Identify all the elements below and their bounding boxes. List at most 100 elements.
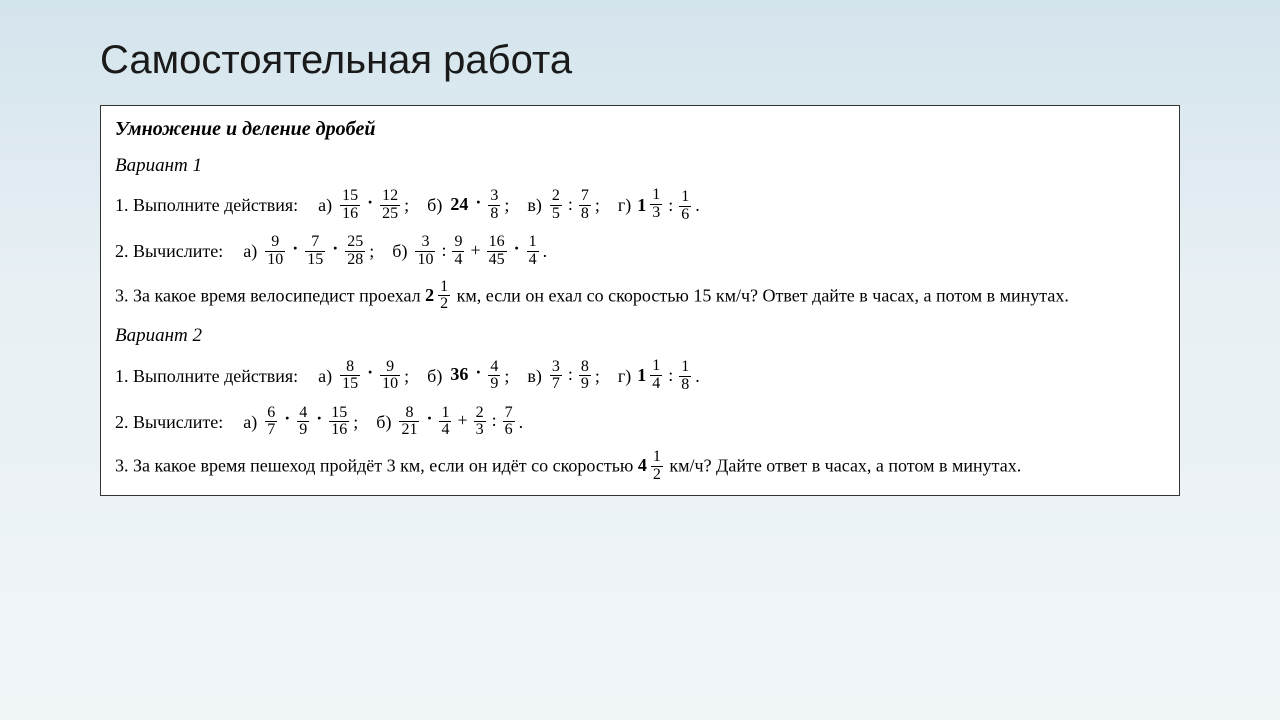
operator: : (668, 365, 673, 385)
fraction: 78 (579, 188, 591, 223)
mixed-number: 113 (637, 187, 664, 222)
terminator: ; (504, 193, 509, 217)
part-label: б) (427, 364, 442, 388)
expression: 815 · 910 (338, 359, 402, 394)
fraction: 49 (297, 405, 309, 440)
expression: 821·14+23:76 (397, 405, 516, 440)
part-label: в) (527, 364, 542, 388)
number: 36 (450, 364, 468, 384)
fraction: 76 (503, 405, 515, 440)
multiply-dot: · (292, 238, 298, 258)
fraction: 38 (488, 188, 500, 223)
fraction: 1516 (340, 188, 360, 223)
multiply-dot: · (426, 408, 432, 428)
variant-label: Вариант 2 (115, 323, 1165, 349)
terminator: ; (404, 364, 409, 388)
problem-lead: 1. Выполните действия: (115, 364, 298, 388)
fraction: 13 (650, 187, 662, 222)
expression: 67·49·1516 (263, 405, 351, 440)
multiply-dot: · (514, 238, 520, 258)
part-label: в) (527, 193, 542, 217)
problem-lead: 2. Вычислите: (115, 239, 223, 263)
expression: 37:89 (548, 359, 593, 394)
expression: 36 · 49 (448, 359, 502, 394)
fraction: 89 (579, 359, 591, 394)
fraction: 37 (550, 359, 562, 394)
multiply-dot: · (284, 408, 290, 428)
part-label: г) (618, 193, 631, 217)
part-label: а) (318, 364, 332, 388)
fraction: 12 (438, 279, 450, 314)
problem-lead: 1. Выполните действия: (115, 193, 298, 217)
operator: : (441, 240, 446, 260)
expression: 24 · 38 (448, 188, 502, 223)
operator: : (492, 410, 497, 430)
fraction: 715 (305, 234, 325, 269)
fraction: 1645 (487, 234, 507, 269)
multiply-dot: · (367, 362, 373, 382)
part-label: а) (243, 239, 257, 263)
operator: + (457, 410, 467, 430)
multiply-dot: · (475, 192, 481, 212)
operator: : (568, 364, 573, 384)
fraction: 815 (340, 359, 360, 394)
expression: 113:16 (637, 187, 693, 223)
fraction: 14 (527, 234, 539, 269)
fraction: 25 (550, 188, 562, 223)
operator: : (668, 195, 673, 215)
operator: + (470, 240, 480, 260)
terminator: . (695, 364, 700, 388)
fraction: 67 (265, 405, 277, 440)
expression: 114:18 (637, 358, 693, 394)
fraction: 94 (452, 234, 464, 269)
operator: : (568, 194, 573, 214)
variant-label: Вариант 1 (115, 153, 1165, 179)
expression: 910 · 715 · 2528 (263, 234, 367, 269)
multiply-dot: · (332, 238, 338, 258)
multiply-dot: · (475, 362, 481, 382)
mixed-number: 114 (637, 358, 664, 393)
mixed-number: 212 (425, 279, 452, 314)
terminator: ; (504, 364, 509, 388)
problem-lead: 2. Вычислите: (115, 410, 223, 434)
problem-2: 2. Вычислите: а) 910 · 715 · 2528; б) 310:94 +164… (115, 233, 1165, 271)
problem-1: 1. Выполните действия: а) 1516 · 1225; б) 24 · 3… (115, 187, 1165, 225)
fraction: 12 (651, 449, 663, 484)
fraction: 49 (488, 359, 500, 394)
part-label: б) (376, 410, 391, 434)
terminator: ; (369, 239, 374, 263)
terminator: . (695, 193, 700, 217)
terminator: ; (404, 193, 409, 217)
part-label: б) (427, 193, 442, 217)
expression: 310:94 +1645 · 14 (413, 234, 540, 269)
expression: 1516 · 1225 (338, 188, 402, 223)
part-label: а) (318, 193, 332, 217)
fraction: 14 (439, 405, 451, 440)
expression: 25:78 (548, 188, 593, 223)
part-label: г) (618, 364, 631, 388)
terminator: . (543, 239, 548, 263)
part-label: б) (392, 239, 407, 263)
part-label: а) (243, 410, 257, 434)
fraction: 910 (265, 234, 285, 269)
problem-2: 2. Вычислите:а)67·49·1516;б)821·14+23:76… (115, 403, 1165, 441)
fraction: 1225 (380, 188, 400, 223)
fraction: 310 (415, 234, 435, 269)
fraction: 821 (399, 405, 419, 440)
fraction: 18 (679, 359, 691, 394)
fraction: 910 (380, 359, 400, 394)
terminator: ; (595, 364, 600, 388)
terminator: ; (595, 193, 600, 217)
problem-3: 3. За какое время пешеход пройдёт 3 км, … (115, 449, 1165, 484)
problem-3: 3. За какое время велосипедист проехал 2… (115, 279, 1165, 314)
terminator: ; (353, 410, 358, 434)
box-heading: Умножение и деление дробей (115, 116, 1165, 143)
fraction: 2528 (345, 234, 365, 269)
fraction: 16 (679, 189, 691, 224)
slide-title: Самостоятельная работа (0, 0, 1280, 83)
terminator: . (519, 410, 524, 434)
number: 24 (450, 194, 468, 214)
mixed-number: 412 (638, 449, 665, 484)
multiply-dot: · (316, 408, 322, 428)
multiply-dot: · (367, 192, 373, 212)
